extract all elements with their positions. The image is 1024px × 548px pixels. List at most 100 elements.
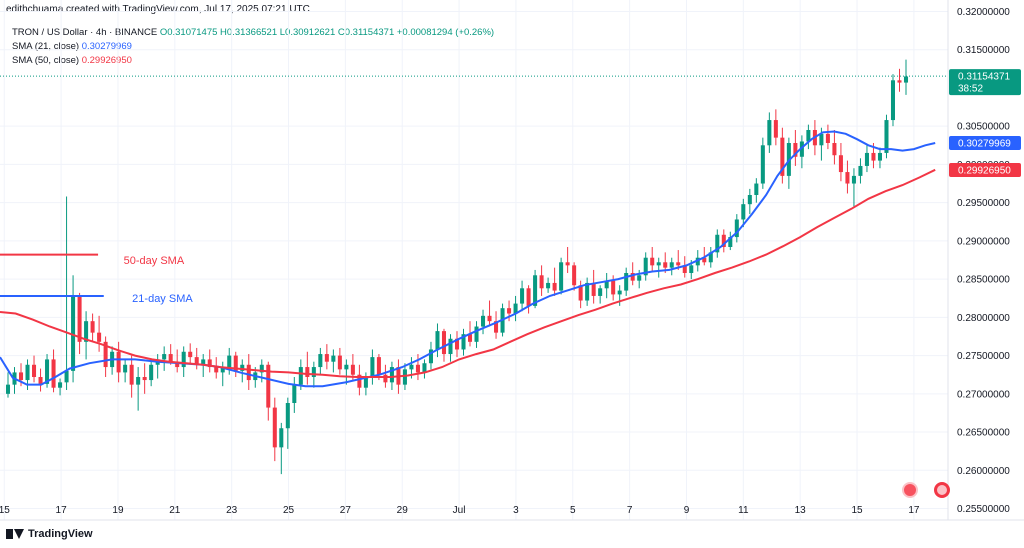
candle-body [884,120,889,153]
x-tick-label: 23 [226,505,238,516]
x-axis[interactable]: 15 17 19 21 23 25 27 29 Jul 3 5 7 9 11 13 15 17 [0,505,1024,521]
candle-body [507,308,512,314]
candle [324,344,329,370]
candle-body [494,321,499,333]
candle-body [207,359,212,368]
x-tick-label: 25 [283,505,295,516]
candle-body [5,384,11,394]
candle [780,127,785,184]
symbol-label[interactable]: TRON / US Dollar · 4h · BINANCE [12,27,158,38]
candle [494,311,499,339]
candle [864,145,869,173]
candle-body [168,354,173,362]
candle [598,285,603,304]
candle-body [546,282,551,289]
candle [58,378,63,396]
candle-body [663,262,668,268]
candle-body [604,280,609,289]
candle [233,351,238,377]
current-price-value: 0.31154371 [958,72,1011,83]
candle [32,355,37,383]
y-axis[interactable]: 0.320000000.315000000.305000000.30000000… [947,0,1010,520]
candle-body [357,374,362,388]
candle-body [129,364,134,385]
candle-body [871,152,876,161]
candle [142,363,147,394]
candle [669,257,674,276]
candle [884,114,889,159]
candle [246,354,251,390]
candle-body [18,372,24,381]
candle [793,130,798,166]
candle-body [441,331,447,355]
symbol-row: TRON / US Dollar · 4h · BINANCE O0.31071… [12,26,494,40]
candle [344,359,349,385]
sma50-legend-label: SMA (50, close) [12,55,80,66]
candle-body [25,364,30,381]
candle-body [708,252,713,263]
candle [272,397,277,462]
sma21-legend-row[interactable]: SMA (21, close) 0.30279969 [12,40,494,54]
y-tick-label: 0.25500000 [957,504,1010,515]
x-tick-label: 15 [0,505,10,516]
candle [520,280,525,312]
replay-icon[interactable] [902,482,918,498]
candle-body [428,349,433,364]
candle [292,377,297,413]
candlesticks [5,59,909,475]
sma50-legend-value: 0.29926950 [81,55,132,66]
candle-body [344,364,349,370]
candle-body [461,334,466,350]
candle-body [370,357,375,377]
x-tick-label: 21 [169,505,181,516]
candle [240,359,245,383]
candle-body [650,257,655,266]
brand-text: TradingView [28,528,93,540]
candle-body [175,361,180,368]
candle [513,295,518,322]
candle-body [767,120,772,146]
candle [188,343,193,364]
candle [767,112,772,153]
y-tick-label: 0.29500000 [957,198,1010,209]
candle-body [194,357,199,365]
candle [728,231,733,251]
attribution-text: edithchuama created with TradingView.com… [6,4,310,15]
x-tick-label: 7 [627,505,633,516]
annotation-label: 21-day SMA [132,293,193,305]
candle-body [103,341,108,368]
candle [572,262,577,291]
candle [149,359,154,387]
candle [454,331,460,358]
candle-body [142,377,147,381]
candle-body [77,295,82,342]
candle [448,334,453,362]
candle-body [760,145,765,184]
candle [129,355,134,398]
sma50-legend-row[interactable]: SMA (50, close) 0.29926950 [12,54,494,68]
candle [650,247,655,272]
y-tick-label: 0.30500000 [957,122,1010,133]
sma21-tag-label: 0.30279969 [958,139,1011,150]
candle-body [806,130,811,142]
candle-body [513,303,518,314]
candle [116,341,121,383]
candle [461,328,466,356]
candle [175,349,180,373]
candle [38,368,43,392]
candle-body [337,355,342,370]
sma-lines [0,130,936,388]
flag-icon[interactable] [934,482,950,498]
candle [734,214,739,243]
candle-body [350,364,355,375]
candle [754,178,759,203]
candle-body [643,257,648,276]
candle-body [285,403,290,429]
candle [90,313,95,342]
candle [773,109,778,146]
candle [741,198,746,228]
candle [760,137,765,189]
y-tick-label: 0.26500000 [957,428,1010,439]
